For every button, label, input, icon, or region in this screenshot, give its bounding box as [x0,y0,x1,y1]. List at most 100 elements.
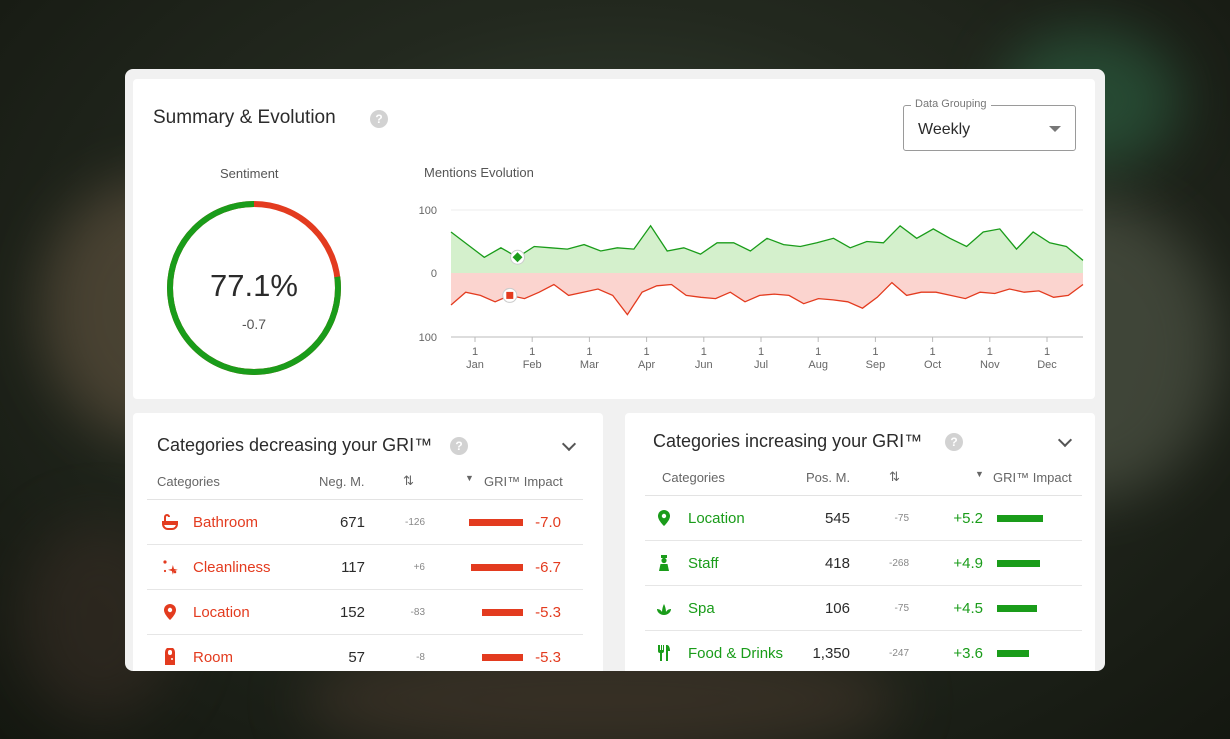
summary-title: Summary & Evolution [153,107,336,128]
mention-count: 671 [339,514,365,531]
data-grouping-value: Weekly [918,121,971,138]
header-pos-mentions[interactable]: Pos. M. [806,470,851,485]
help-icon[interactable]: ? [370,110,388,128]
x-tick-month: Nov [980,359,1000,371]
series-area [451,273,1083,315]
chevron-down-icon[interactable] [561,436,577,452]
mention-count: 117 [341,559,365,576]
gri-impact-value: +5.2 [953,510,983,527]
y-tick-label: 100 [419,332,437,344]
x-tick-month: Aug [808,359,828,371]
mention-delta: -268 [888,558,909,569]
category-name[interactable]: Room [193,649,234,666]
help-icon[interactable]: ? [945,433,963,451]
gri-impact-bar [997,650,1029,657]
mention-count: 1,350 [812,645,850,662]
mention-count: 545 [824,510,850,527]
gri-impact-value: -5.3 [535,604,561,621]
table-row[interactable]: Bathroom 671 -126 -7.0 [147,501,583,545]
sentiment-value: 77.1% [210,268,298,303]
decreasing-title: Categories decreasing your GRI™ [157,435,433,455]
category-name[interactable]: Food & Drinks [688,645,784,662]
x-tick-day: 1 [644,346,650,358]
x-tick-month: Sep [866,359,886,371]
gri-impact-value: -6.7 [535,559,561,576]
gri-impact-bar [471,564,523,571]
summary-panel: Summary & Evolution ? Data Grouping Week… [133,79,1095,399]
header-gri-impact[interactable]: GRI™ Impact [993,470,1072,485]
mention-count: 106 [824,600,850,617]
mentions-evolution-chart: 10001001Jan1Feb1Mar1Apr1Jun1Jul1Aug1Sep1… [419,205,1084,371]
gri-impact-bar [997,560,1040,567]
header-divider [147,499,583,500]
bathtub-icon [162,514,178,530]
y-tick-label: 100 [419,205,437,217]
x-tick-day: 1 [529,346,535,358]
y-tick-label: 0 [431,268,437,280]
category-name[interactable]: Cleanliness [193,559,271,576]
sentiment-delta: -0.7 [241,316,267,332]
increasing-categories-panel: Categories increasing your GRI™ ? Catego… [625,413,1095,671]
mention-delta: -75 [894,513,909,524]
gri-impact-value: +4.5 [953,600,983,617]
gri-impact-bar [469,519,523,526]
category-name[interactable]: Staff [688,555,719,572]
door-icon [165,648,175,665]
sort-desc-icon[interactable]: ▼ [975,469,984,479]
dashboard-card: Summary & Evolution ? Data Grouping Week… [125,69,1105,671]
x-tick-month: Feb [523,359,542,371]
x-tick-month: Apr [638,359,655,371]
help-icon[interactable]: ? [450,437,468,455]
gauge-positive-arc [167,201,341,375]
x-tick-day: 1 [1044,346,1050,358]
sort-icon[interactable]: ⇅ [403,473,414,488]
mention-delta: -8 [416,652,425,663]
x-tick-day: 1 [872,346,878,358]
header-neg-mentions[interactable]: Neg. M. [319,474,365,489]
category-name[interactable]: Location [688,510,745,527]
mention-delta: -83 [410,607,425,618]
header-divider [645,495,1082,496]
x-tick-month: Jun [695,359,713,371]
sparkle-icon [163,560,178,575]
table-row[interactable]: Spa 106 -75 +4.5 [645,587,1082,631]
table-row[interactable]: Staff 418 -268 +4.9 [645,542,1082,586]
table-row[interactable]: Room 57 -8 -5.3 [147,636,583,671]
x-tick-month: Dec [1037,359,1057,371]
sort-desc-icon[interactable]: ▼ [465,473,474,483]
mention-count: 152 [339,604,365,621]
table-row[interactable]: Cleanliness 117 +6 -6.7 [147,546,583,590]
x-tick-day: 1 [815,346,821,358]
mentions-evolution-label: Mentions Evolution [424,165,534,180]
gri-impact-value: -7.0 [535,514,561,531]
x-tick-month: Oct [924,359,941,371]
marker-point [512,252,523,263]
caret-down-icon [1049,126,1061,132]
gri-impact-value: +3.6 [953,645,983,662]
series-line [450,281,1084,316]
table-row[interactable]: Location 152 -83 -5.3 [147,591,583,635]
table-row[interactable]: Location 545 -75 +5.2 [645,497,1082,541]
location-pin-icon [164,604,176,620]
category-name[interactable]: Spa [688,600,715,617]
header-gri-impact[interactable]: GRI™ Impact [484,474,563,489]
header-categories: Categories [662,470,725,485]
chevron-down-icon[interactable] [1057,432,1073,448]
mention-delta: -126 [404,517,425,528]
gri-impact-bar [997,605,1037,612]
x-tick-month: Jul [754,359,768,371]
sort-icon[interactable]: ⇅ [889,469,900,484]
data-grouping-label: Data Grouping [911,98,991,110]
increasing-title: Categories increasing your GRI™ [653,431,923,451]
x-tick-day: 1 [758,346,764,358]
gri-impact-bar [997,515,1043,522]
mention-delta: -75 [894,603,909,614]
fork-knife-icon [658,645,670,661]
table-row[interactable]: Food & Drinks 1,350 -247 +3.6 [645,632,1082,671]
x-tick-day: 1 [987,346,993,358]
gri-impact-value: -5.3 [535,649,561,666]
data-grouping-select[interactable]: Data Grouping Weekly [903,98,1076,151]
x-tick-day: 1 [701,346,707,358]
category-name[interactable]: Bathroom [193,514,259,531]
category-name[interactable]: Location [193,604,250,621]
